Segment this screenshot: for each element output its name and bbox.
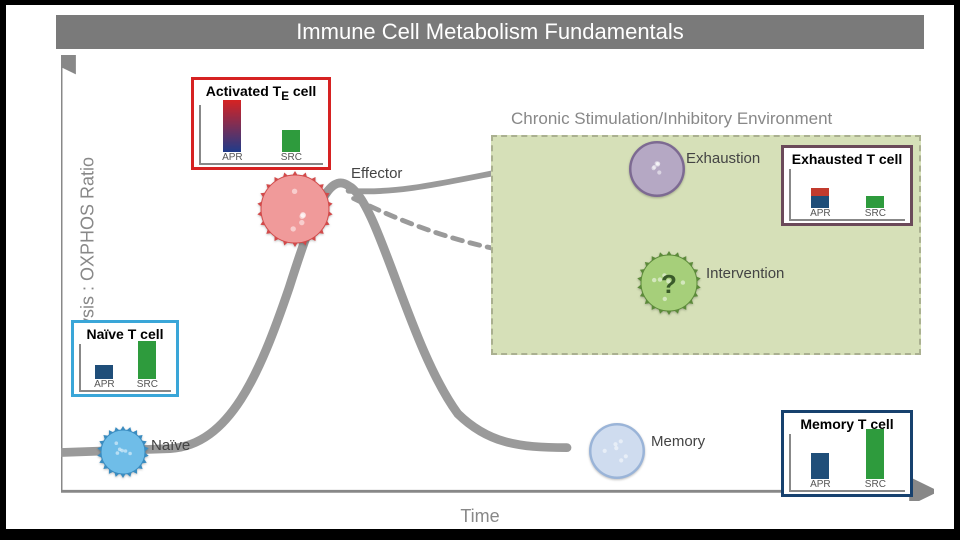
cell-exhaust-label: Exhaustion (686, 150, 760, 167)
mini-chart-activated-body: APRSRC (199, 105, 323, 165)
cell-effector-icon (254, 168, 336, 250)
title-text: Immune Cell Metabolism Fundamentals (296, 19, 684, 45)
mini-chart-bar: APR (810, 188, 831, 219)
cell-interv-label: Intervention (706, 265, 784, 282)
mini-chart-bar: APR (810, 453, 831, 490)
cell-naive-label: Naïve (151, 437, 190, 454)
intervention-question-icon: ? (661, 269, 677, 300)
mini-chart-bar: APR (222, 100, 243, 163)
x-axis-label: Time (460, 506, 499, 527)
diagram-frame: Immune Cell Metabolism Fundamentals Glyc… (3, 2, 957, 532)
cell-effector-label: Effector (351, 165, 402, 182)
mini-chart-activated-title: Activated TE cell (199, 83, 323, 103)
mini-chart-naive-title: Naïve T cell (79, 326, 171, 342)
mini-chart-bar: SRC (281, 130, 302, 163)
mini-chart-naive-body: APR SRC (79, 344, 171, 392)
mini-chart-bar: APR (94, 365, 115, 390)
cell-exhaust-icon (624, 136, 690, 202)
mini-chart-activated: Activated TE cell APRSRC (191, 77, 331, 170)
title-bar: Immune Cell Metabolism Fundamentals (56, 15, 924, 49)
mini-chart-memory: Memory T cell APRSRC (781, 410, 913, 497)
mini-chart-memory-title: Memory T cell (789, 416, 905, 432)
mini-chart-bar: SRC (865, 196, 886, 219)
cell-naive-icon (94, 423, 152, 481)
mini-chart-bar: SRC (137, 341, 158, 390)
mini-chart-exhausted-body: APR SRC (789, 169, 905, 221)
cell-memory-icon (584, 418, 650, 484)
mini-chart-memory-body: APRSRC (789, 434, 905, 492)
mini-chart-naive: Naïve T cell APR SRC (71, 320, 179, 397)
mini-chart-bar: SRC (865, 429, 886, 490)
plot-area: Chronic Stimulation/Inhibitory Environme… (61, 55, 934, 501)
cell-memory-label: Memory (651, 433, 705, 450)
mini-chart-exhausted: Exhausted T cell APR SRC (781, 145, 913, 226)
mini-chart-exhausted-title: Exhausted T cell (789, 151, 905, 167)
